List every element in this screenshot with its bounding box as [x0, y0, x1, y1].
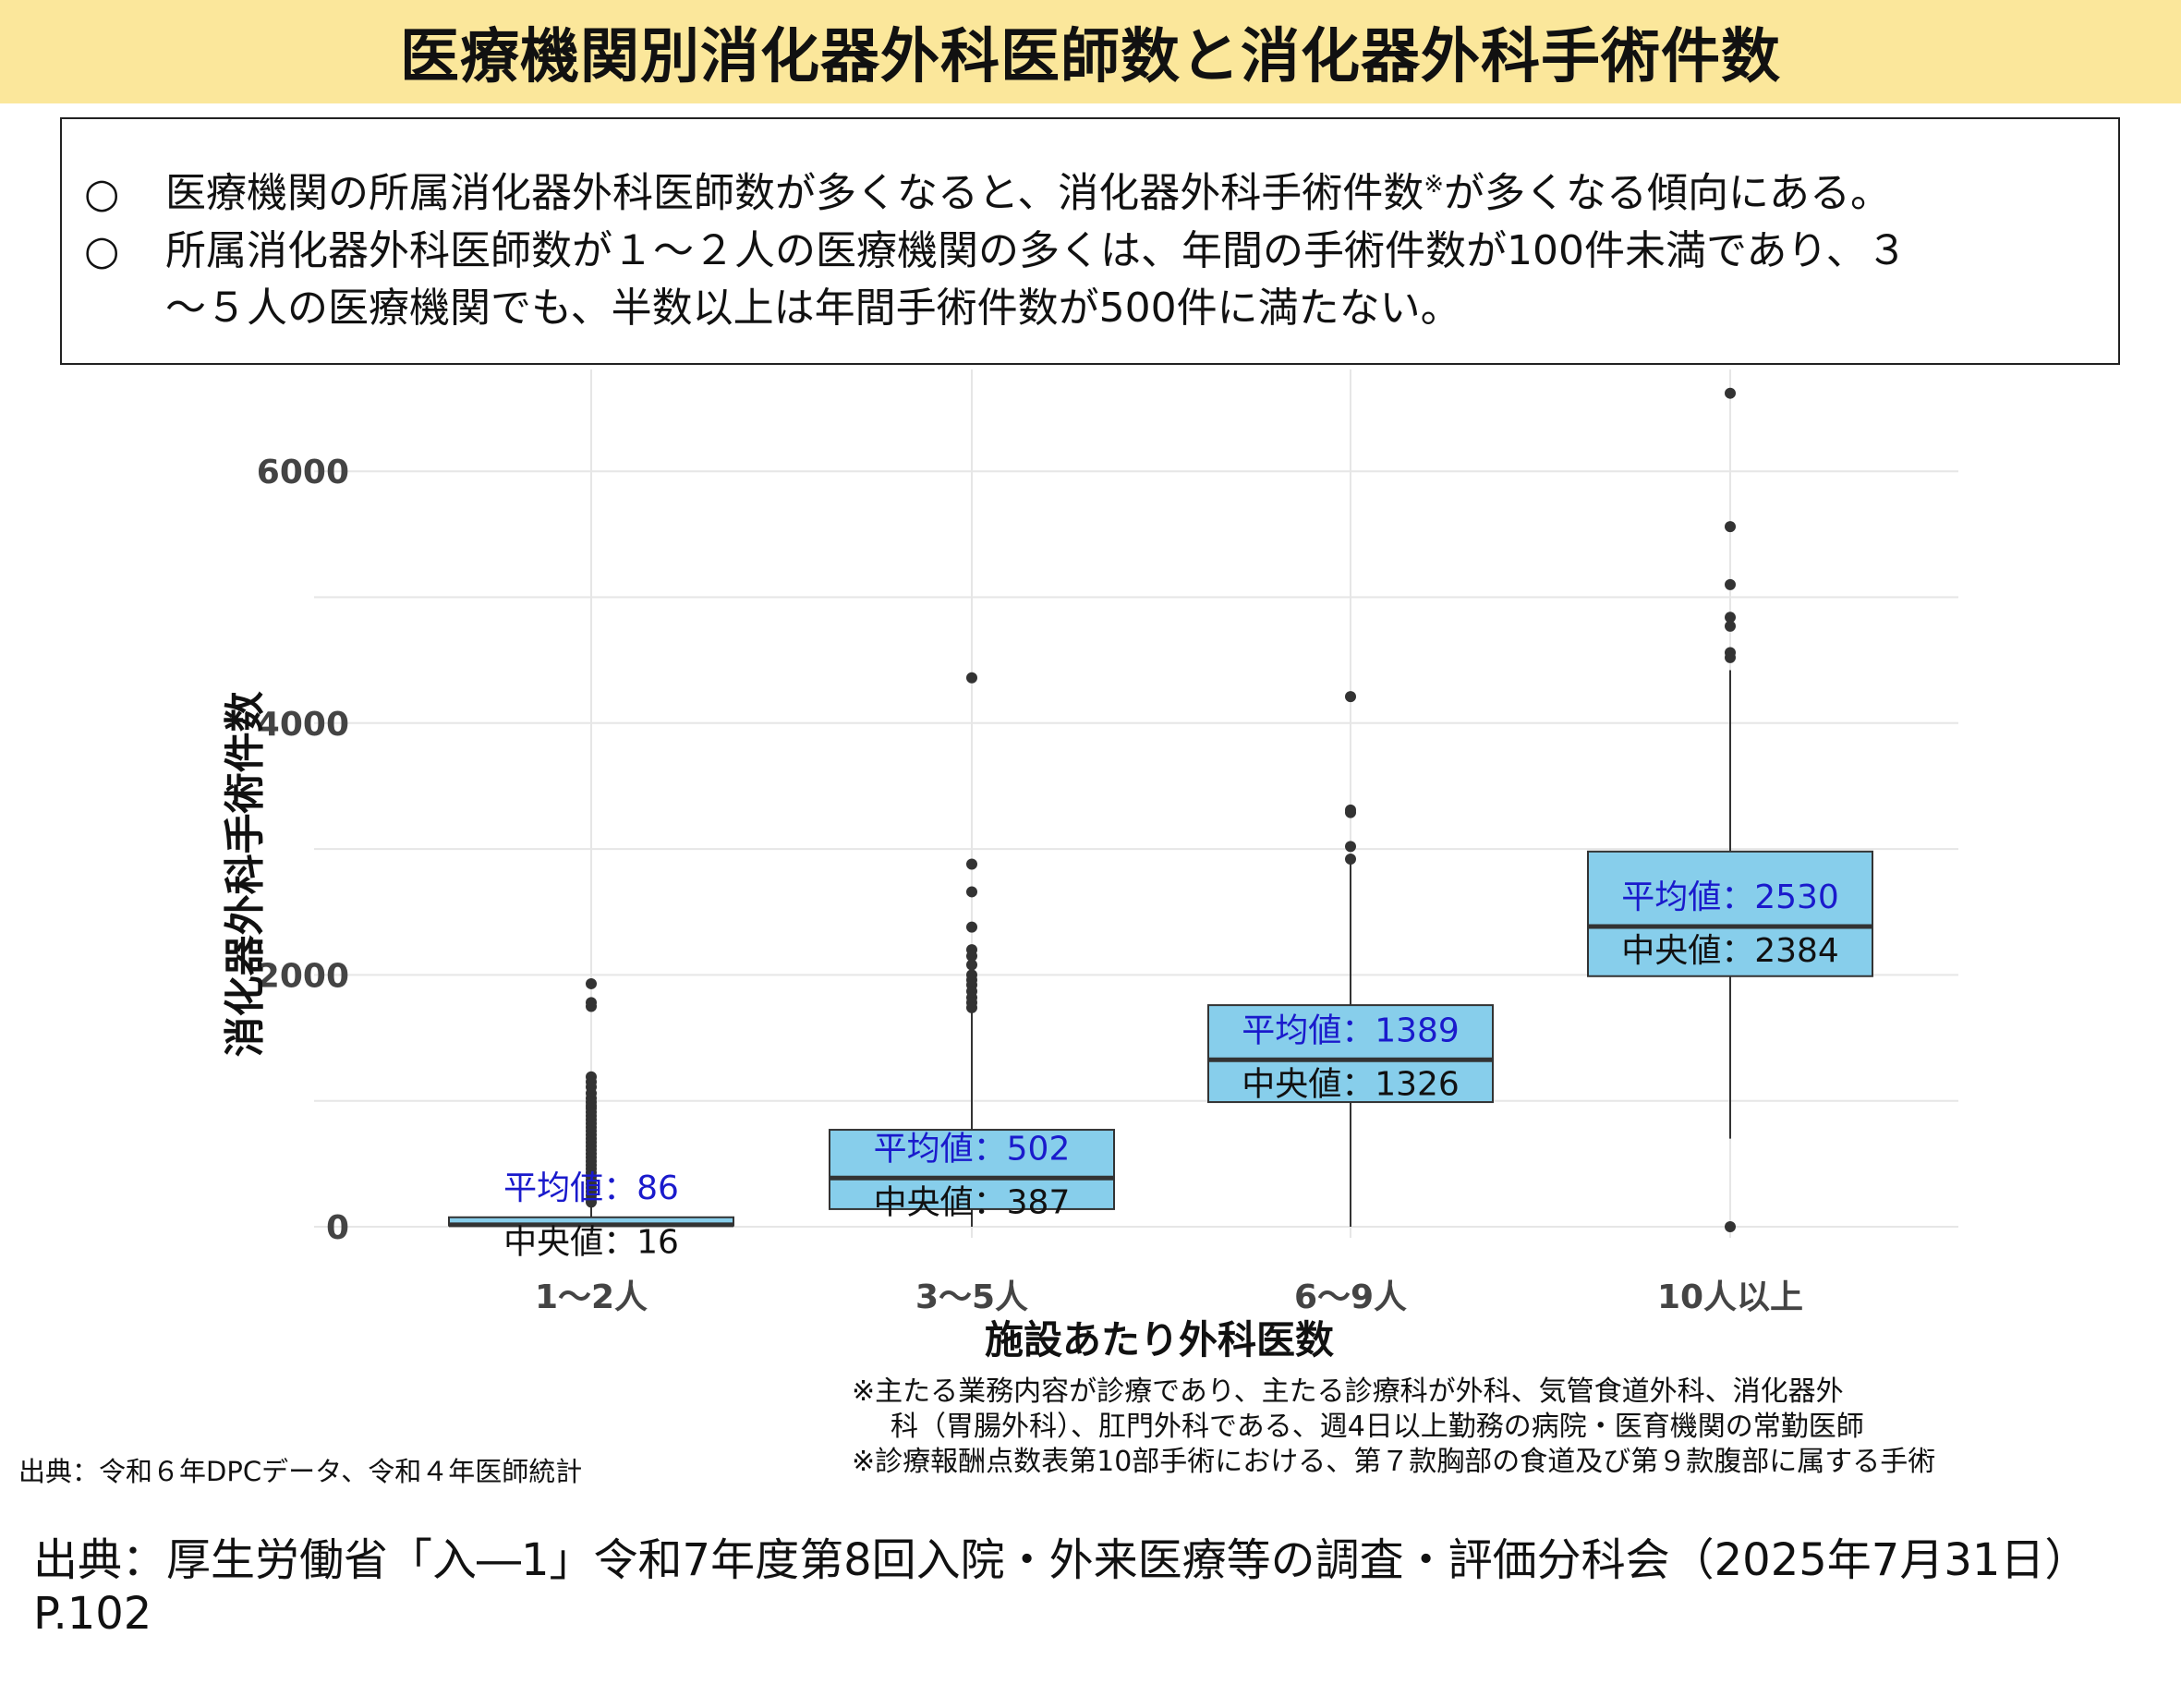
outlier-point: [1345, 841, 1356, 853]
outlier-point: [1725, 578, 1736, 590]
median-label: 中央値：16: [503, 1224, 679, 1262]
median-label: 中央値：2384: [1621, 932, 1839, 970]
outlier-point: [1725, 651, 1736, 663]
bullet-icon: ○: [84, 226, 120, 274]
summary-line-1: ○ 医療機関の所属消化器外科医師数が多くなると、消化器外科手術件数※が多くなる傾向…: [84, 156, 2090, 223]
median-label: 中央値：387: [874, 1183, 1071, 1221]
footnote-1: ※主たる業務内容が診療であり、主たる診療科が外科、気管食道外科、消化器外: [852, 1375, 1844, 1408]
summary-text-1: 医療機関の所属消化器外科医師数が多くなると、消化器外科手術件数: [165, 169, 1424, 217]
outlier-point: [966, 950, 977, 962]
outlier-point: [966, 886, 977, 898]
summary-text-1-end: が多くなる傾向にある。: [1444, 169, 1892, 217]
outlier-point: [1345, 691, 1356, 703]
data-source: 出典：令和６年DPCデータ、令和４年医師統計: [18, 1456, 583, 1487]
x-tick-label: 10人以上: [1657, 1278, 1803, 1316]
x-tick-label: 1～2人: [535, 1278, 648, 1316]
mean-label: 平均値：1389: [1242, 1011, 1460, 1049]
outlier-point: [966, 858, 977, 870]
outlier-point: [1725, 521, 1736, 533]
document-source: 出典：厚生労働省「入―1」令和7年度第8回入院・外来医療等の調査・評価分科会（2…: [33, 1534, 2090, 1640]
boxplot-chart: 0 2000 4000 6000 消化器外科手術件数 1～2人 3～5人 6～9人 10人以上施…: [222, 369, 1958, 1363]
outlier-point: [1345, 806, 1356, 818]
box: [1587, 850, 1873, 977]
outlier-point: [1725, 612, 1736, 624]
summary-line-3: ～５人の医療機関でも、半数以上は年間手術件数が500件に満たない。: [84, 280, 2090, 337]
outlier-point: [966, 921, 977, 933]
footnote-2: 科（胃腸外科）、肛門外科である、週4日以上勤務の病院・医育機関の常勤医師: [891, 1411, 1864, 1443]
y-tick-label: 2000: [257, 957, 349, 995]
outlier-point: [966, 959, 977, 971]
x-tick-label: 6～9人: [1294, 1278, 1407, 1316]
median-label: 中央値：1326: [1242, 1065, 1460, 1103]
outlier-point: [586, 1000, 597, 1012]
box: [829, 1129, 1115, 1210]
page-title: 医療機関別消化器外科医師数と消化器外科手術件数: [400, 23, 1781, 91]
outlier-point: [966, 672, 977, 684]
footnote-mark: ※: [1424, 171, 1445, 199]
outlier-point: [586, 1196, 597, 1208]
x-tick-label: 3～5人: [915, 1278, 1028, 1316]
summary-line-2: ○ 所属消化器外科医師数が１～２人の医療機関の多くは、年間の手術件数が100件未満…: [84, 223, 2090, 280]
footnote-3: ※診療報酬点数表第10部手術における、第７款胸部の食道及び第９款腹部に属する手術: [852, 1446, 1936, 1478]
x-axis-label: 施設あたり外科医数: [985, 1317, 1334, 1363]
box: [1207, 1004, 1494, 1104]
bullet-icon: ○: [84, 169, 120, 217]
outlier-point: [1725, 387, 1736, 399]
outlier-point: [1725, 620, 1736, 632]
outlier-point: [586, 977, 597, 989]
summary-text-3: ～５人の医療機関でも、半数以上は年間手術件数が500件に満たない。: [165, 284, 1461, 332]
y-axis-label: 消化器外科手術件数: [222, 691, 269, 1057]
y-tick-label: 6000: [257, 454, 349, 491]
outlier-point: [966, 1001, 977, 1013]
mean-label: 平均値：2530: [1621, 878, 1839, 916]
y-tick-label: 0: [326, 1209, 349, 1247]
title-band: 医療機関別消化器外科医師数と消化器外科手術件数: [0, 0, 2181, 103]
outlier-point: [1345, 854, 1356, 866]
outlier-point: [1725, 1221, 1736, 1232]
mean-label: 平均値：502: [874, 1130, 1071, 1168]
footnotes: ※主たる業務内容が診療であり、主たる診療科が外科、気管食道外科、消化器外 科（胃…: [852, 1375, 1935, 1480]
mean-label: 平均値：86: [503, 1169, 679, 1207]
summary-text-2: 所属消化器外科医師数が１～２人の医療機関の多くは、年間の手術件数が100件未満で…: [165, 226, 1908, 274]
summary-box: ○ 医療機関の所属消化器外科医師数が多くなると、消化器外科手術件数※が多くなる傾向…: [60, 117, 2120, 365]
y-tick-label: 4000: [257, 706, 349, 744]
